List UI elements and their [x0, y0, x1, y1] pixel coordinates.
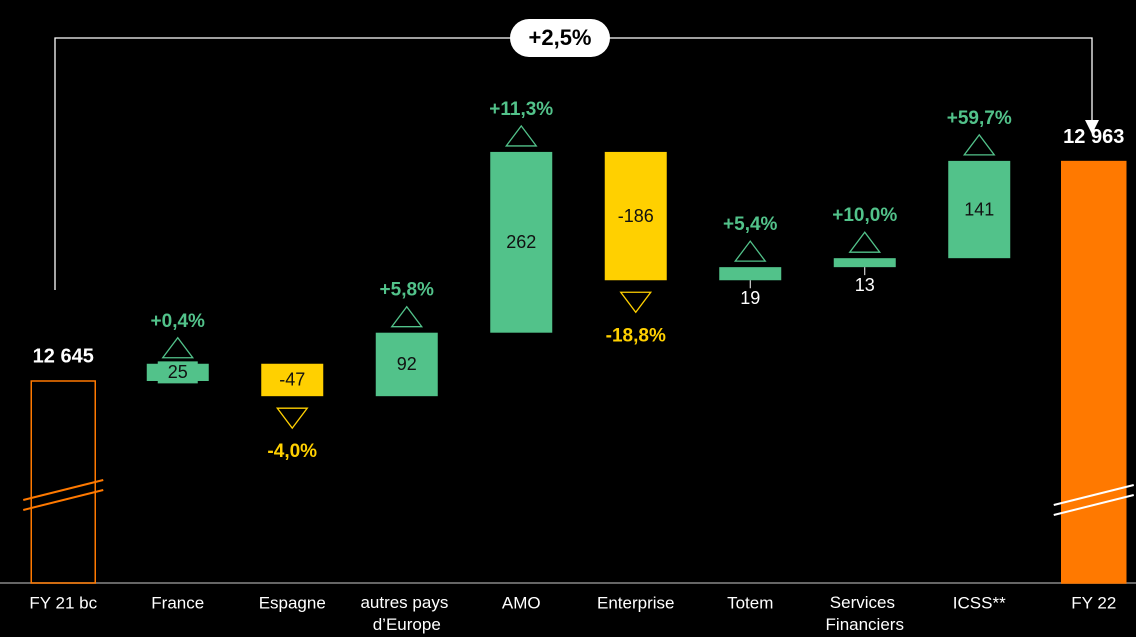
value-label: -186 — [618, 206, 654, 226]
growth-label: +11,3% — [489, 99, 553, 120]
x-tick-label: AMO — [502, 593, 541, 612]
x-tick-label: autres pays d’Europe — [360, 593, 453, 634]
up-triangle — [733, 240, 767, 262]
value-label: -47 — [279, 370, 305, 390]
total-bar — [1061, 160, 1127, 584]
value-label: 92 — [397, 354, 417, 374]
up-triangle — [390, 305, 424, 328]
delta-bar — [490, 151, 553, 333]
x-tick-label: FY 22 — [1071, 593, 1116, 612]
growth-label: +5,8% — [380, 280, 435, 301]
break-mark — [1053, 484, 1134, 506]
x-tick-label: Espagne — [259, 593, 326, 612]
up-triangle — [504, 124, 538, 147]
growth-label: -4,0% — [267, 441, 317, 462]
delta-bar — [375, 332, 438, 397]
down-triangle — [619, 291, 653, 314]
growth-label: +10,0% — [832, 205, 897, 226]
delta-bar — [833, 258, 896, 268]
growth-label: +0,4% — [151, 311, 206, 332]
delta-bar — [261, 363, 324, 397]
growth-label: +5,4% — [723, 214, 778, 235]
delta-bar — [719, 267, 782, 281]
value-label: 262 — [506, 232, 536, 252]
value-label: 141 — [964, 199, 994, 219]
x-tick-label: Totem — [727, 593, 773, 612]
break-mark — [23, 479, 104, 501]
up-triangle — [962, 133, 996, 156]
value-label: 25 — [168, 362, 188, 382]
up-triangle — [161, 336, 195, 359]
delta-bar — [604, 151, 667, 281]
break-mark — [23, 489, 104, 511]
annotation: +2,5% — [529, 25, 592, 50]
total-bar — [30, 380, 96, 584]
break-mark — [1053, 494, 1134, 516]
arrow-head — [1085, 120, 1099, 134]
total-label: 12 645 — [33, 345, 94, 367]
value-label: 13 — [855, 275, 875, 295]
up-triangle — [848, 231, 882, 253]
delta-bar — [948, 160, 1011, 259]
x-tick-label: Enterprise — [597, 593, 674, 612]
x-tick-label: FY 21 bc — [29, 593, 97, 612]
x-tick-label: France — [151, 593, 204, 612]
connector — [54, 37, 1093, 290]
x-tick-label: ICSS** — [953, 593, 1006, 612]
delta-bar — [146, 363, 209, 381]
down-triangle — [275, 407, 309, 430]
value-label: 19 — [740, 288, 760, 308]
x-tick-label: Services Financiers — [826, 593, 904, 634]
total-label: 12 963 — [1063, 126, 1124, 148]
annotation-pill — [510, 19, 610, 57]
growth-label: +59,7% — [947, 108, 1012, 129]
growth-label: -18,8% — [606, 325, 666, 346]
